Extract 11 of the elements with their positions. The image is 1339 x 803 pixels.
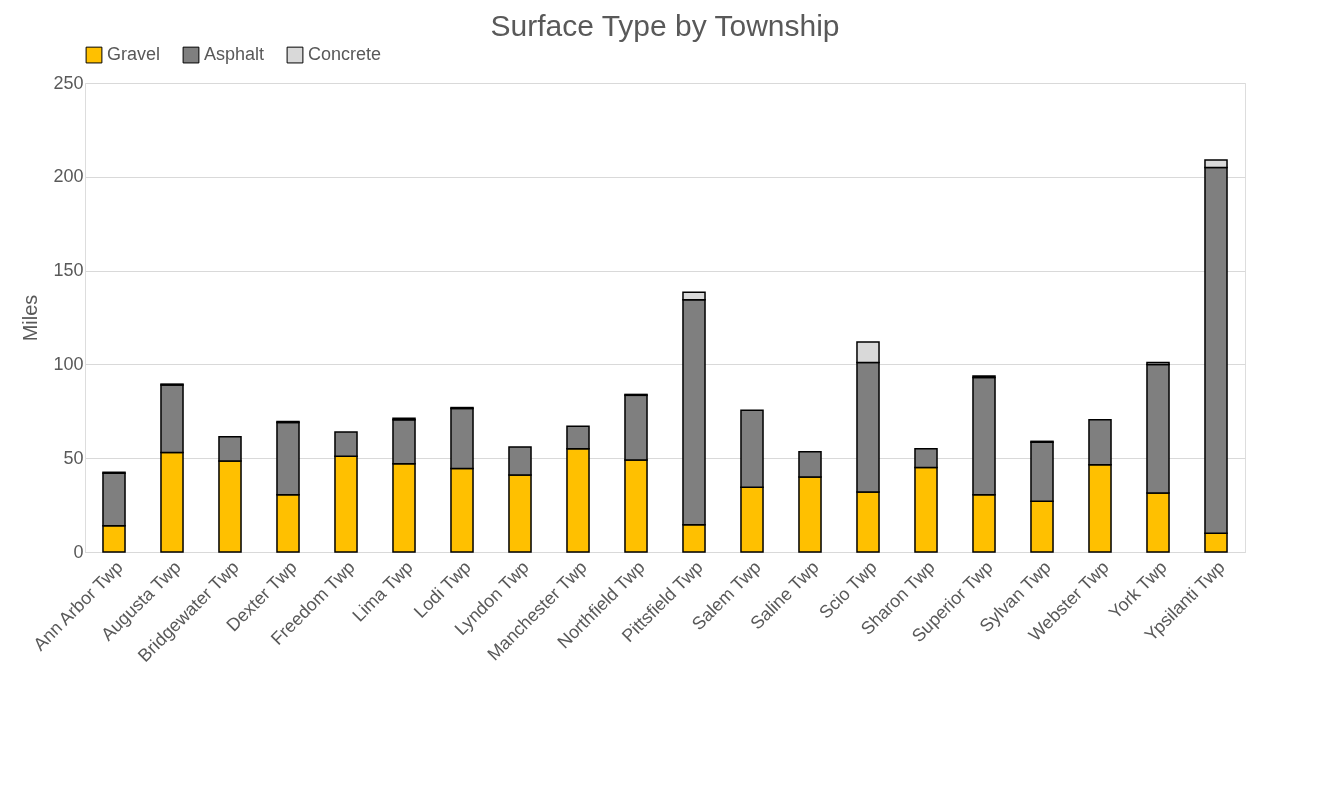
y-tick-label: 150 bbox=[53, 260, 84, 281]
y-tick-label: 250 bbox=[53, 72, 84, 93]
y-tick-label: 200 bbox=[53, 166, 84, 187]
legend-label: Asphalt bbox=[204, 44, 265, 65]
chart-title: Surface Type by Township bbox=[490, 9, 840, 42]
legend-label: Concrete bbox=[308, 44, 382, 65]
y-axis-title: Miles bbox=[19, 294, 42, 342]
y-tick-label: 50 bbox=[63, 447, 84, 468]
y-tick-label: 100 bbox=[53, 353, 84, 374]
y-tick-label: 0 bbox=[73, 541, 84, 562]
legend-label: Gravel bbox=[107, 44, 161, 65]
